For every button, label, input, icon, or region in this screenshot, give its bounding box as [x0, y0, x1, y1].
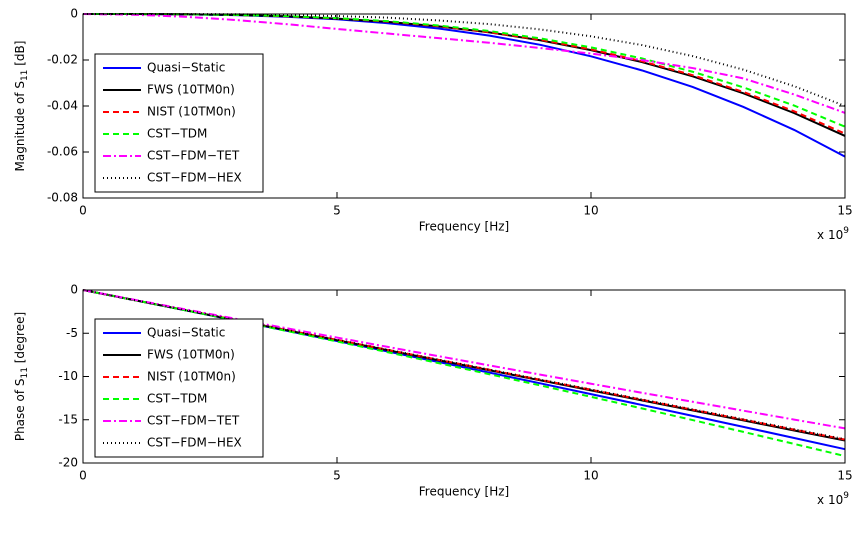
- y-label-sub: 11: [20, 367, 30, 378]
- legend-box: [94, 318, 264, 458]
- legend-label: Quasi−Static: [147, 326, 225, 340]
- legend-label: FWS (10TM0n): [147, 83, 235, 97]
- legend-label: CST−FDM−HEX: [147, 436, 242, 450]
- legend-label: Quasi−Static: [147, 61, 225, 75]
- x-axis-label: Frequency [Hz]: [419, 485, 510, 499]
- x-axis-label: Frequency [Hz]: [419, 220, 510, 234]
- y-label-suffix: [degree]: [13, 312, 27, 367]
- y-axis-label: Magnitude of S11 [dB]: [13, 41, 30, 172]
- y-label-sub: 11: [20, 70, 30, 81]
- y-tick-label: -0.02: [47, 53, 78, 67]
- y-tick-label: 0: [70, 283, 78, 297]
- legend-label: CST−FDM−TET: [147, 149, 240, 163]
- x-multiplier: x 109: [817, 226, 849, 242]
- y-tick-label: -0.04: [47, 99, 78, 113]
- legend-label: NIST (10TM0n): [147, 370, 236, 384]
- x-tick-label: 15: [837, 204, 852, 218]
- legend-label: CST−TDM: [147, 127, 207, 141]
- x-tick-label: 0: [79, 469, 87, 483]
- legend-box: [94, 53, 264, 193]
- y-label-text: Magnitude of S: [13, 81, 27, 171]
- y-label-text: Phase of S: [13, 379, 27, 442]
- x-multiplier: x 109: [817, 491, 849, 507]
- y-tick-label: -10: [58, 369, 78, 383]
- x-tick-label: 10: [583, 204, 598, 218]
- y-tick-label: -15: [58, 412, 78, 426]
- y-tick-label: -0.08: [47, 191, 78, 205]
- legend-label: CST−FDM−HEX: [147, 171, 242, 185]
- legend-label: NIST (10TM0n): [147, 105, 236, 119]
- legend-label: FWS (10TM0n): [147, 348, 235, 362]
- y-label-suffix: [dB]: [13, 41, 27, 70]
- y-axis-label: Phase of S11 [degree]: [13, 312, 30, 441]
- y-tick-label: -20: [58, 456, 78, 470]
- x-tick-label: 0: [79, 204, 87, 218]
- series-line: [82, 289, 846, 441]
- series-line: [82, 289, 846, 430]
- y-tick-label: -0.06: [47, 145, 78, 159]
- multiplier-base: x 10: [817, 228, 843, 242]
- legend-label: CST−FDM−TET: [147, 414, 240, 428]
- multiplier-exponent: 9: [843, 491, 849, 501]
- x-tick-label: 5: [333, 204, 341, 218]
- x-tick-label: 15: [837, 469, 852, 483]
- multiplier-exponent: 9: [843, 226, 849, 236]
- y-tick-label: 0: [70, 7, 78, 21]
- legend-label: CST−TDM: [147, 392, 207, 406]
- y-tick-label: -5: [66, 326, 78, 340]
- series-line: [82, 13, 846, 128]
- x-tick-label: 5: [333, 469, 341, 483]
- x-tick-label: 10: [583, 469, 598, 483]
- multiplier-base: x 10: [817, 493, 843, 507]
